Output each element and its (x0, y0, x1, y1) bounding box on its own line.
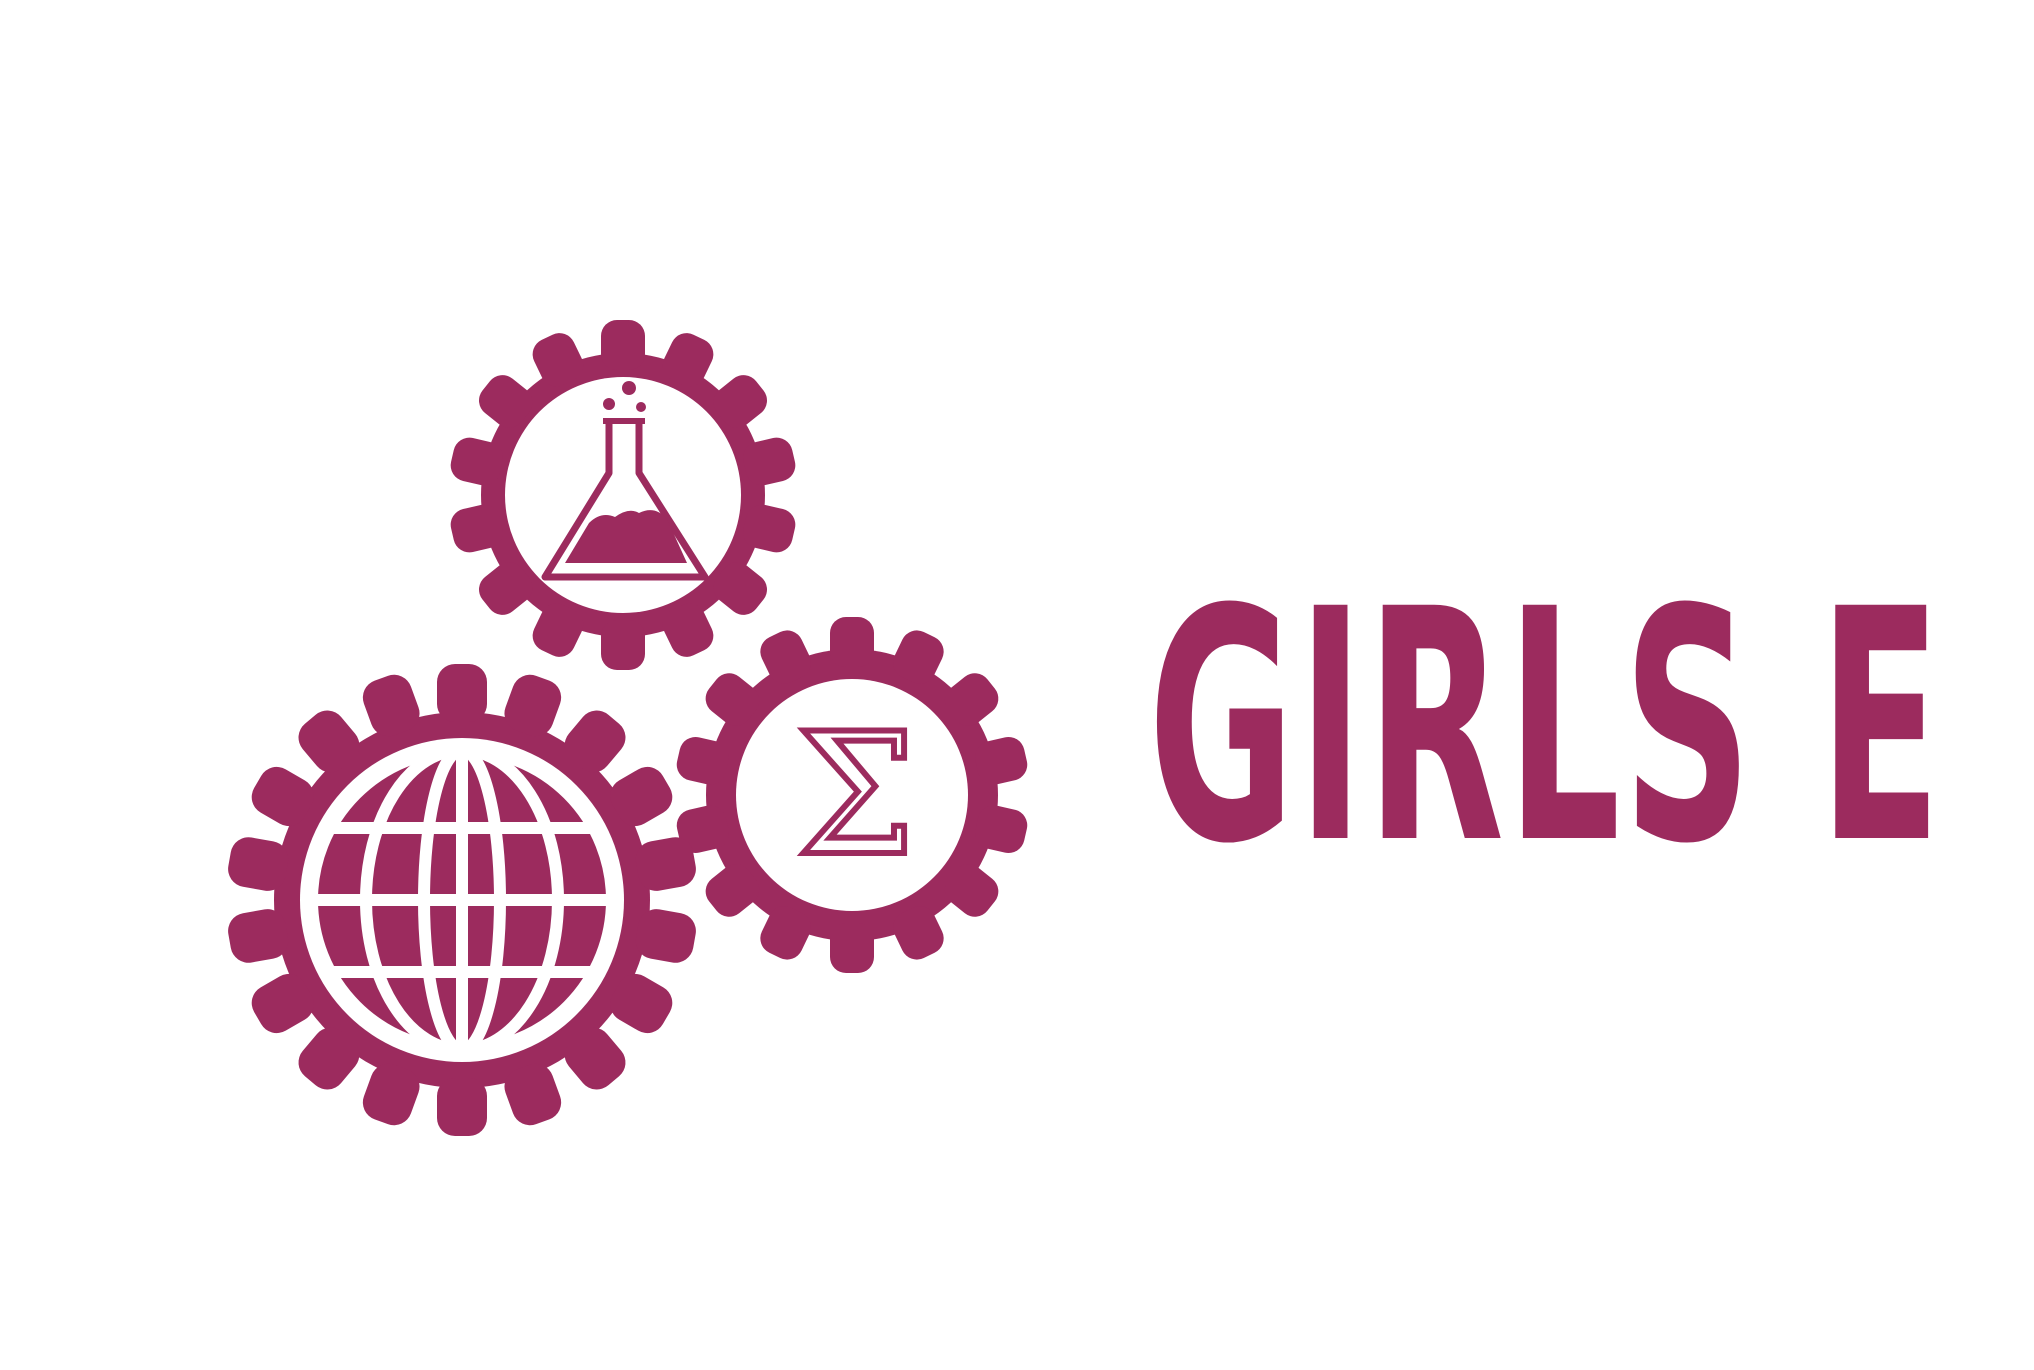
sigma-icon: Σ (797, 697, 916, 893)
sigma-gear: Σ (673, 617, 1031, 973)
flask-icon (541, 381, 709, 581)
gears-logo: Σ (225, 320, 1031, 1136)
globe-gear (225, 664, 699, 1136)
globe-icon (306, 744, 618, 1056)
wordmark: GIRLS E (1148, 542, 1944, 914)
flask-gear (447, 320, 799, 670)
